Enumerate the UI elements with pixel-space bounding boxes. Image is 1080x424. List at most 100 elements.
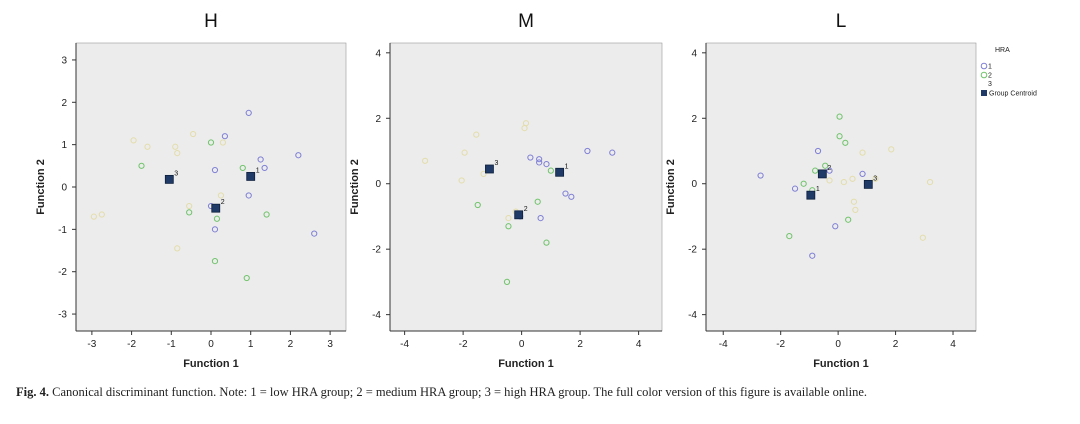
centroid-label-1: 1: [565, 163, 569, 170]
x-tick-label: 2: [893, 339, 899, 350]
legend-marker-group-1: [980, 62, 988, 70]
point-group-3: [461, 149, 468, 156]
point-group-2: [812, 167, 819, 174]
point-group-3: [888, 146, 895, 153]
centroid-label-1: 1: [256, 167, 260, 174]
y-axis-label: Function 2: [349, 159, 361, 215]
caption-label: Fig. 4.: [16, 385, 49, 399]
point-group-2: [263, 211, 270, 218]
point-group-2: [239, 164, 246, 172]
point-group-3: [458, 177, 465, 184]
point-group-1: [859, 170, 866, 178]
x-tick-label: 3: [327, 339, 333, 350]
point-group-3: [144, 143, 151, 150]
point-group-3: [480, 170, 487, 178]
legend-marker-centroid: [981, 90, 987, 96]
legend-title: HRA: [995, 47, 1010, 54]
point-group-1: [536, 156, 543, 163]
point-group-3: [217, 192, 225, 199]
point-group-3: [522, 120, 530, 127]
y-tick-label: -2: [688, 245, 697, 256]
point-group-3: [840, 178, 847, 186]
point-group-1: [536, 159, 543, 166]
centroid-label-2: 2: [524, 206, 528, 213]
y-tick-label: 1: [61, 140, 67, 151]
point-group-3: [219, 139, 227, 146]
point-group-2: [836, 113, 843, 120]
point-group-3: [859, 149, 866, 156]
point-group-1: [757, 172, 764, 179]
point-group-2: [207, 139, 215, 146]
centroid-1: [806, 190, 816, 200]
y-tick-label: -3: [58, 310, 67, 321]
x-tick-label: 0: [208, 339, 214, 350]
point-group-2: [213, 215, 221, 222]
x-tick-label: 0: [519, 339, 525, 350]
point-group-1: [562, 190, 569, 197]
x-tick-label: -1: [167, 339, 176, 350]
y-tick-label: -4: [688, 310, 697, 321]
y-tick-label: 2: [375, 114, 381, 125]
y-axis-label: Function 2: [665, 159, 677, 215]
point-group-3: [421, 157, 429, 164]
y-tick-label: 0: [691, 179, 697, 190]
point-group-2: [138, 162, 145, 169]
panel-h-scatter: H -3 -2 -1 0 1 2 3 -3 -2 -1 0 1 2 3 Function 1 Function …: [35, 11, 347, 370]
centroid-3: [485, 164, 494, 174]
point-group-1: [584, 147, 591, 155]
point-group-1: [543, 160, 550, 168]
x-tick-label: -3: [87, 339, 96, 350]
point-group-3: [473, 131, 480, 138]
point-group-1: [832, 223, 839, 230]
point-group-1: [245, 192, 252, 199]
point-group-1: [791, 185, 799, 192]
x-tick-label: 2: [288, 339, 294, 350]
point-group-3: [174, 245, 181, 252]
chart-title: L: [836, 11, 847, 32]
plot-area: [75, 42, 347, 332]
x-tick-label: -2: [459, 339, 468, 350]
centroid-3: [164, 174, 174, 184]
point-group-2: [547, 167, 554, 174]
point-group-1: [261, 164, 268, 172]
point-group-2: [845, 216, 852, 223]
point-group-2: [822, 162, 829, 169]
x-axis-label: Function 1: [183, 358, 239, 370]
x-tick-label: -4: [719, 339, 728, 350]
legend-marker-group-2: [980, 71, 988, 79]
chart-title: H: [204, 11, 218, 32]
centroid-label-2: 2: [221, 199, 225, 206]
point-group-3: [872, 175, 879, 182]
point-group-2: [243, 274, 250, 282]
centroid-2: [211, 203, 221, 213]
point-group-2: [505, 223, 512, 230]
point-group-2: [534, 198, 541, 205]
chart-title: M: [518, 11, 534, 32]
centroid-label-3: 3: [873, 175, 877, 182]
centroid-label-3: 3: [174, 170, 178, 177]
point-group-2: [186, 209, 193, 216]
x-tick-label: 0: [835, 339, 841, 350]
point-group-1: [568, 193, 575, 200]
x-axis-label: Function 1: [498, 358, 554, 370]
point-group-2: [836, 133, 843, 140]
centroid-label-3: 3: [494, 160, 498, 167]
point-group-2: [211, 258, 219, 265]
x-tick-label: -4: [400, 339, 409, 350]
legend-entry-label: 2: [988, 73, 992, 80]
legend-entry-label: Group Centroid: [989, 91, 1037, 98]
point-group-3: [90, 213, 97, 220]
point-group-3: [826, 177, 833, 184]
point-group-1: [245, 109, 252, 116]
point-group-2: [800, 180, 807, 187]
centroid-1: [246, 172, 256, 181]
centroid-1: [555, 167, 565, 177]
x-tick-label: -2: [776, 339, 785, 350]
point-group-3: [505, 214, 512, 222]
plot-area: [389, 42, 663, 332]
y-tick-label: 0: [375, 179, 381, 190]
centroid-label-2: 2: [827, 165, 831, 172]
y-tick-label: 2: [691, 114, 697, 125]
x-tick-label: 4: [950, 339, 956, 350]
